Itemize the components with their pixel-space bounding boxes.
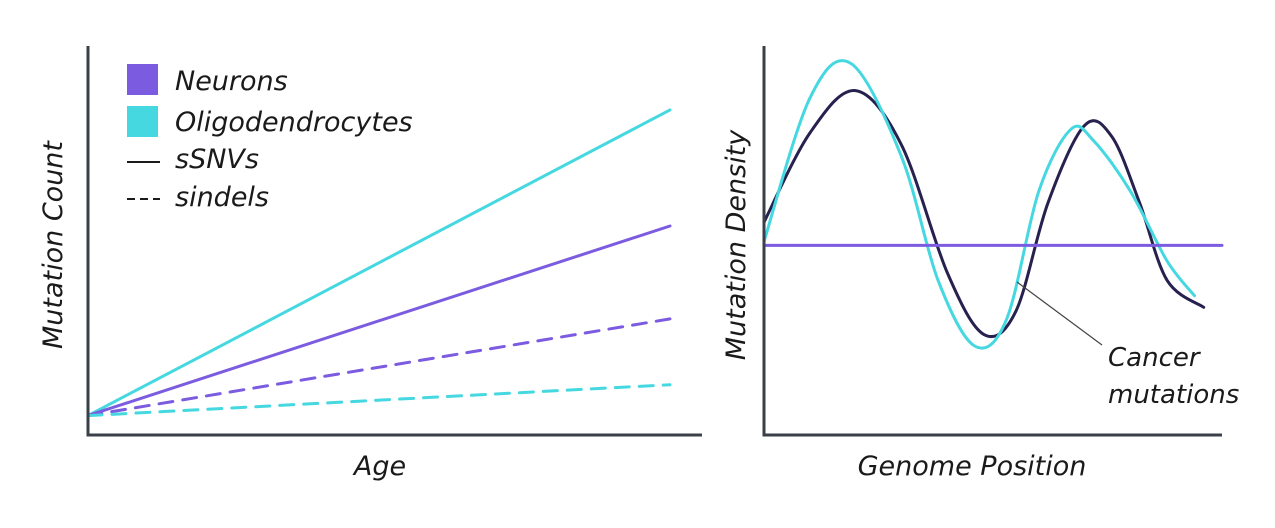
left-panel: Age Mutation Count Neurons Oligodendrocy… <box>38 46 702 482</box>
series-line-neurons-ssnvs <box>86 224 672 418</box>
right-x-axis-title: Genome Position <box>858 451 1087 482</box>
legend-label-sindels: sindels <box>175 182 269 213</box>
legend-swatch-oligodendrocytes <box>127 106 158 137</box>
right-y-axis-title: Mutation Density <box>721 129 752 361</box>
annotation-leader-line <box>1016 281 1103 346</box>
legend-label-ssnvs: sSNVs <box>175 144 259 175</box>
left-y-axis-title: Mutation Count <box>38 140 69 349</box>
series-line-oligodendrocytes <box>762 59 1196 350</box>
legend-label-neurons: Neurons <box>175 66 288 97</box>
legend-label-oligodendrocytes: Oligodendrocytes <box>175 107 413 138</box>
right-panel: Genome Position Mutation Density Cancer … <box>721 46 1239 482</box>
left-x-axis-title: Age <box>352 451 406 482</box>
series-line-oligodendrocytes-ssnvs <box>86 108 672 418</box>
right-series-layer <box>762 59 1224 350</box>
left-series-layer <box>86 108 672 418</box>
series-line-neurons-sindels <box>86 317 672 418</box>
annotation-label-line-2: mutations <box>1108 380 1239 410</box>
series-line-oligodendrocytes-sindels <box>86 383 672 418</box>
series-line-cancer-mutations <box>762 89 1206 339</box>
legend: Neurons Oligodendrocytes sSNVs sindels <box>127 64 413 213</box>
annotation-label-line-1: Cancer <box>1108 343 1202 373</box>
legend-swatch-neurons <box>127 64 158 95</box>
